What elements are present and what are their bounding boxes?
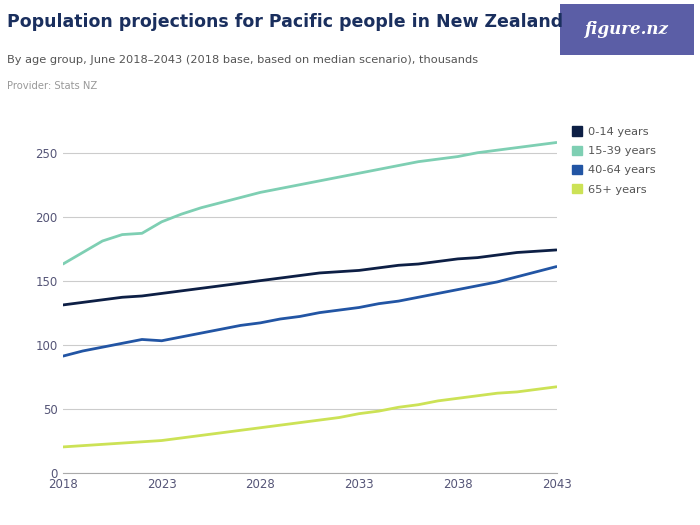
- Text: By age group, June 2018–2043 (2018 base, based on median scenario), thousands: By age group, June 2018–2043 (2018 base,…: [7, 55, 478, 65]
- Text: Provider: Stats NZ: Provider: Stats NZ: [7, 81, 97, 91]
- Text: Population projections for Pacific people in New Zealand: Population projections for Pacific peopl…: [7, 13, 563, 31]
- Legend: 0-14 years, 15-39 years, 40-64 years, 65+ years: 0-14 years, 15-39 years, 40-64 years, 65…: [572, 127, 656, 195]
- Text: figure.nz: figure.nz: [585, 21, 669, 38]
